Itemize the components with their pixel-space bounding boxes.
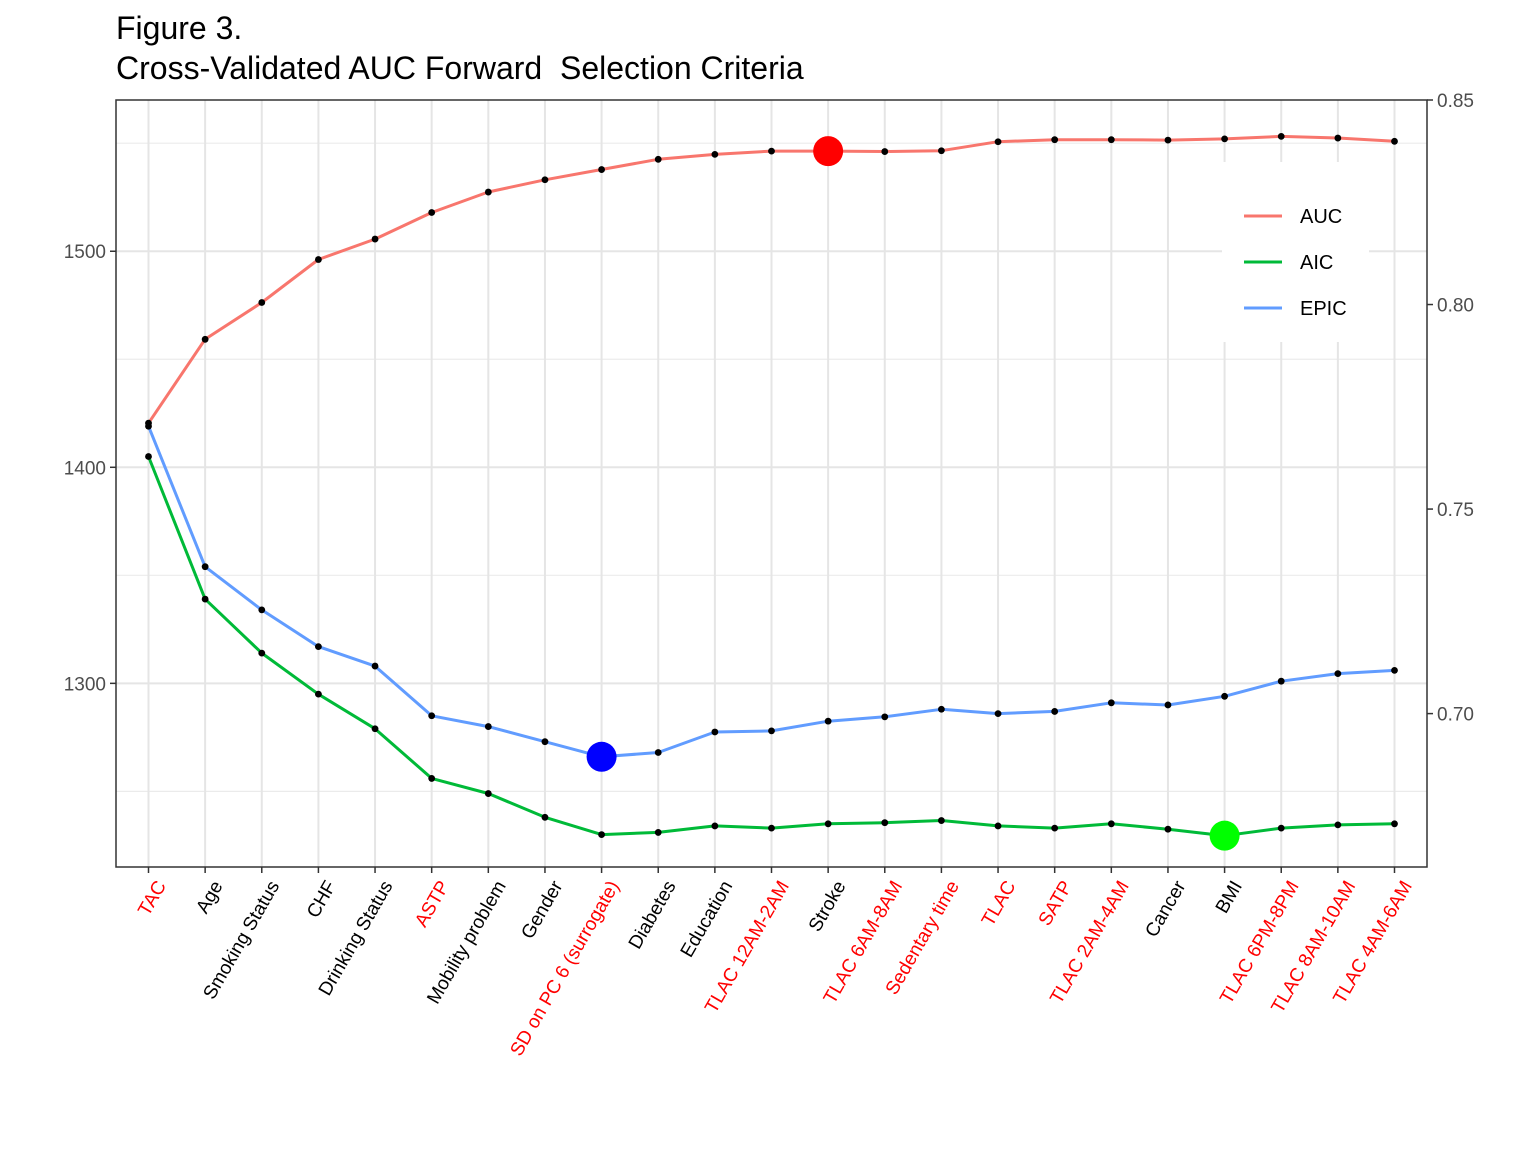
- data-point-auc: [1221, 135, 1228, 143]
- data-point-epic: [881, 713, 889, 721]
- data-points: [145, 133, 1398, 851]
- data-point-aic: [145, 453, 152, 460]
- chart-title: Figure 3. Cross-Validated AUC Forward Se…: [116, 8, 804, 88]
- data-point-epic: [994, 710, 1002, 717]
- legend-label-aic: AIC: [1300, 252, 1333, 274]
- legend: AUC AIC EPIC: [1222, 162, 1369, 342]
- best-marker-auc: [813, 136, 844, 167]
- best-marker-epic: [586, 741, 617, 772]
- x-tick-label: SD on PC 6 (surrogate): [507, 877, 624, 1059]
- data-point-epic: [1107, 699, 1115, 707]
- data-point-aic: [598, 831, 605, 838]
- x-tick-label: Stroke: [805, 877, 851, 935]
- x-tick-label: BMI: [1212, 877, 1247, 917]
- data-point-auc: [428, 209, 436, 216]
- data-point-auc: [1391, 137, 1398, 145]
- data-point-aic: [1051, 824, 1059, 832]
- data-point-aic: [371, 725, 379, 733]
- data-point-epic: [654, 749, 662, 756]
- left-tick-label: 1400: [64, 458, 106, 479]
- data-point-auc: [598, 166, 605, 173]
- data-point-aic: [1334, 821, 1342, 829]
- data-point-aic: [315, 690, 322, 698]
- x-tick-label: Education: [677, 877, 737, 961]
- data-point-auc: [768, 147, 775, 155]
- data-point-auc: [654, 155, 662, 163]
- x-tick-label: ASTP: [411, 877, 454, 930]
- left-tick-label: 1500: [64, 242, 106, 263]
- data-point-epic: [371, 662, 379, 670]
- data-point-aic: [654, 829, 662, 836]
- data-point-aic: [428, 775, 436, 782]
- legend-label-auc: AUC: [1300, 206, 1342, 228]
- data-point-auc: [371, 235, 379, 243]
- data-point-auc: [1334, 134, 1342, 142]
- data-point-auc: [1277, 133, 1285, 140]
- data-point-auc: [1051, 136, 1059, 144]
- data-point-epic: [201, 563, 209, 571]
- data-point-auc: [994, 138, 1002, 146]
- data-point-aic: [201, 595, 209, 603]
- legend-box: [1222, 162, 1369, 342]
- data-point-auc: [938, 147, 945, 155]
- x-tick-label: Cancer: [1142, 877, 1191, 941]
- data-point-aic: [1164, 825, 1172, 833]
- data-point-epic: [768, 727, 775, 735]
- data-point-auc: [315, 256, 322, 263]
- data-point-aic: [484, 790, 492, 797]
- data-point-auc: [541, 176, 549, 184]
- x-tick-label: Gender: [517, 877, 567, 943]
- data-point-auc: [1164, 136, 1172, 144]
- data-point-auc: [711, 151, 719, 158]
- right-tick-label: 0.75: [1437, 500, 1474, 521]
- data-point-epic: [484, 723, 492, 730]
- x-tick-label: TAC: [134, 877, 170, 919]
- right-tick-label: 0.85: [1437, 91, 1474, 112]
- data-point-epic: [1164, 701, 1172, 709]
- data-point-aic: [541, 813, 549, 821]
- data-point-auc: [258, 299, 266, 306]
- data-point-epic: [145, 422, 152, 430]
- legend-label-epic: EPIC: [1300, 298, 1347, 320]
- data-point-epic: [938, 705, 945, 713]
- left-tick-label: 1300: [64, 674, 106, 695]
- right-tick-label: 0.80: [1437, 296, 1474, 317]
- data-point-epic: [1277, 677, 1285, 685]
- data-point-auc: [881, 148, 889, 155]
- title-line-2: Cross-Validated AUC Forward Selection Cr…: [116, 50, 804, 86]
- data-point-epic: [258, 606, 266, 614]
- data-point-aic: [881, 819, 889, 827]
- data-point-epic: [1334, 670, 1342, 678]
- data-point-aic: [938, 817, 945, 824]
- data-point-epic: [824, 717, 832, 725]
- x-tick-label: Age: [192, 877, 227, 917]
- data-point-aic: [768, 824, 775, 832]
- data-point-aic: [824, 820, 832, 828]
- data-point-epic: [1221, 692, 1228, 700]
- data-point-epic: [711, 728, 719, 736]
- data-point-aic: [258, 649, 266, 657]
- x-tick-label: Diabetes: [625, 877, 681, 952]
- right-tick-label: 0.70: [1437, 705, 1474, 726]
- x-tick-label: CHF: [303, 877, 341, 921]
- data-point-aic: [1391, 820, 1398, 828]
- data-point-epic: [428, 712, 436, 720]
- x-tick-label: TLAC: [978, 877, 1020, 930]
- x-tick-label: SATP: [1035, 877, 1077, 929]
- data-point-epic: [315, 643, 322, 651]
- data-point-epic: [1051, 708, 1059, 715]
- data-point-aic: [994, 822, 1002, 830]
- data-point-auc: [1107, 136, 1115, 144]
- data-point-auc: [484, 188, 492, 196]
- data-point-aic: [1277, 824, 1285, 832]
- best-marker-aic: [1209, 820, 1240, 851]
- data-point-epic: [1391, 666, 1398, 674]
- data-point-auc: [201, 335, 209, 343]
- data-point-aic: [1107, 820, 1115, 828]
- data-point-aic: [711, 822, 719, 830]
- grid-lines: [116, 100, 1427, 867]
- data-point-epic: [541, 738, 549, 746]
- title-line-1: Figure 3.: [116, 10, 243, 46]
